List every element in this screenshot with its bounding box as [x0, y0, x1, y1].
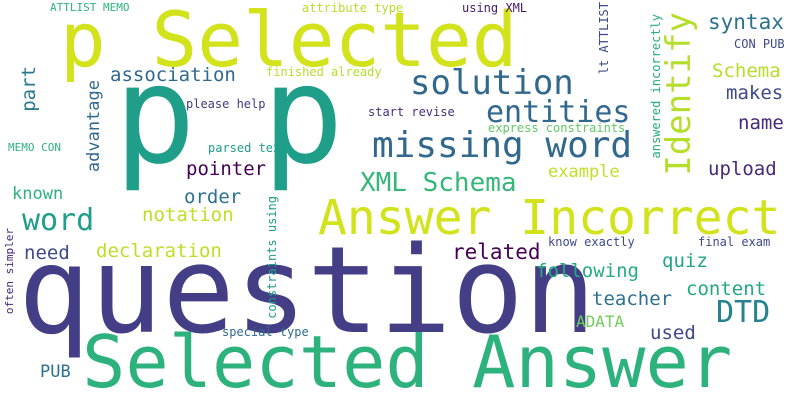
word-part: part	[18, 66, 40, 112]
word-know-exactly: know exactly	[548, 235, 635, 249]
word-parsed-text: parsed text	[208, 141, 288, 155]
word-con-pub: CON PUB	[734, 37, 785, 51]
word-example: example	[548, 162, 620, 182]
word-dtd: DTD	[716, 295, 771, 330]
word-p-1: p	[114, 37, 196, 195]
word-need: need	[24, 242, 70, 264]
word-please-help: please help	[186, 97, 266, 111]
word-order: order	[184, 186, 242, 208]
word-notation: notation	[142, 204, 234, 226]
word-constraints-using: constraints using	[265, 196, 279, 319]
word-content: content	[686, 278, 767, 300]
word-p-selected: p Selected	[60, 0, 518, 84]
word-name: name	[738, 112, 784, 134]
word-missing-word: missing word	[372, 125, 633, 166]
word-start-revise: start revise	[368, 105, 455, 119]
word-association: association	[110, 64, 236, 86]
word-following: following	[536, 260, 639, 282]
word-final-exam: final exam	[698, 235, 771, 249]
word-answer-incorrect: Answer Incorrect	[318, 190, 781, 246]
word-upload: upload	[708, 158, 777, 180]
word-using-xml: using XML	[462, 1, 528, 15]
word-finished-already: finished already	[266, 65, 382, 79]
word-adata: ADATA	[576, 312, 625, 331]
word-lt-attlist: lt ATTLIST	[597, 2, 611, 75]
word-teacher: teacher	[592, 288, 673, 310]
word-memo-con: MEMO CON	[8, 141, 61, 154]
word-pointer: pointer	[186, 158, 267, 180]
word-xml-schema: XML Schema	[360, 168, 517, 198]
word-related: related	[452, 240, 541, 264]
word-schema: Schema	[712, 60, 781, 82]
word-word: word	[22, 203, 95, 238]
word-selected-answer: Selected Answer	[82, 320, 733, 400]
word-makes: makes	[726, 82, 784, 104]
word-quiz: quiz	[662, 250, 708, 272]
word-syntax: syntax	[708, 10, 784, 34]
word-p-2: p	[262, 37, 344, 195]
word-question: question	[18, 222, 596, 361]
word-attribute-type: attribute type	[302, 1, 404, 15]
word-answered-incorrectly: answered incorrectly	[649, 14, 663, 159]
word-declaration: declaration	[96, 240, 222, 262]
word-often-simpler: often simpler	[3, 228, 16, 315]
word-known: known	[12, 184, 64, 204]
word-solution: solution	[410, 63, 574, 103]
word-identify: Identify	[659, 12, 699, 176]
word-express-constraints: express constraints	[488, 121, 626, 135]
word-special-type: special type	[222, 325, 309, 339]
word-entities: entities	[486, 95, 631, 130]
word-pub: PUB	[40, 362, 71, 382]
word-advantage: advantage	[84, 80, 104, 173]
word-used: used	[650, 322, 696, 344]
word-attlist-memo: ATTLIST MEMO	[50, 1, 130, 14]
